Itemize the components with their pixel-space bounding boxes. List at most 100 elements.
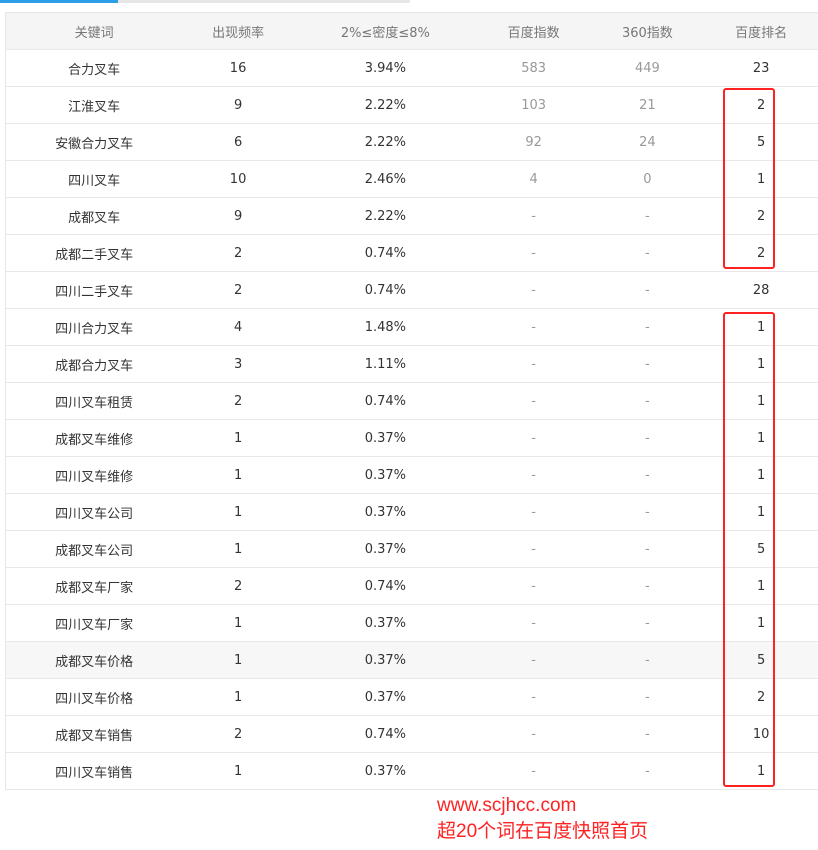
frequency-cell: 4	[182, 309, 294, 346]
frequency-cell: 1	[182, 494, 294, 531]
frequency-cell: 2	[182, 235, 294, 272]
frequency-cell: 2	[182, 383, 294, 420]
360-index-cell: -	[591, 235, 705, 272]
frequency-cell: 2	[182, 716, 294, 753]
column-header[interactable]: 百度排名	[704, 13, 818, 50]
keyword-cell: 合力叉车	[6, 50, 183, 87]
360-index-cell: 24	[591, 124, 705, 161]
360-index-cell: -	[591, 605, 705, 642]
baidu-index-cell: -	[477, 531, 591, 568]
highlight-box	[723, 88, 775, 269]
frequency-cell: 1	[182, 679, 294, 716]
360-index-cell: -	[591, 531, 705, 568]
column-header[interactable]: 关键词	[6, 13, 183, 50]
frequency-cell: 16	[182, 50, 294, 87]
frequency-cell: 6	[182, 124, 294, 161]
360-index-cell: -	[591, 383, 705, 420]
360-index-cell: -	[591, 716, 705, 753]
density-cell: 0.74%	[294, 716, 477, 753]
360-index-cell: 0	[591, 161, 705, 198]
baidu-index-cell: -	[477, 346, 591, 383]
density-cell: 0.37%	[294, 420, 477, 457]
overlay-caption: 超20个词在百度快照首页	[437, 820, 648, 844]
keyword-cell: 安徽合力叉车	[6, 124, 183, 161]
360-index-cell: 21	[591, 87, 705, 124]
density-cell: 0.37%	[294, 531, 477, 568]
360-index-cell: -	[591, 568, 705, 605]
baidu-index-cell: -	[477, 679, 591, 716]
frequency-cell: 1	[182, 642, 294, 679]
column-header[interactable]: 出现频率	[182, 13, 294, 50]
density-cell: 0.37%	[294, 753, 477, 790]
frequency-cell: 3	[182, 346, 294, 383]
density-cell: 2.22%	[294, 124, 477, 161]
keyword-cell: 四川叉车租赁	[6, 383, 183, 420]
baidu-index-cell: -	[477, 235, 591, 272]
keyword-cell: 四川叉车价格	[6, 679, 183, 716]
baidu-rank-cell: 28	[704, 272, 818, 309]
baidu-index-cell: -	[477, 753, 591, 790]
baidu-index-cell: -	[477, 568, 591, 605]
density-cell: 0.37%	[294, 642, 477, 679]
baidu-index-cell: 92	[477, 124, 591, 161]
keyword-cell: 四川叉车销售	[6, 753, 183, 790]
360-index-cell: -	[591, 494, 705, 531]
density-cell: 0.74%	[294, 383, 477, 420]
frequency-cell: 2	[182, 568, 294, 605]
baidu-rank-cell: 23	[704, 50, 818, 87]
baidu-index-cell: 4	[477, 161, 591, 198]
column-header[interactable]: 百度指数	[477, 13, 591, 50]
density-cell: 0.37%	[294, 679, 477, 716]
360-index-cell: -	[591, 642, 705, 679]
density-cell: 0.74%	[294, 568, 477, 605]
density-cell: 0.37%	[294, 494, 477, 531]
active-tab-indicator[interactable]	[0, 0, 118, 3]
frequency-cell: 1	[182, 531, 294, 568]
overlay-url: www.scjhcc.com	[437, 794, 576, 818]
column-header[interactable]: 2%≤密度≤8%	[294, 13, 477, 50]
360-index-cell: -	[591, 457, 705, 494]
frequency-cell: 1	[182, 605, 294, 642]
frequency-cell: 2	[182, 272, 294, 309]
360-index-cell: -	[591, 272, 705, 309]
keyword-cell: 四川叉车厂家	[6, 605, 183, 642]
density-cell: 1.11%	[294, 346, 477, 383]
360-index-cell: 449	[591, 50, 705, 87]
highlight-box	[723, 312, 775, 787]
density-cell: 0.37%	[294, 457, 477, 494]
keyword-cell: 成都叉车销售	[6, 716, 183, 753]
keyword-cell: 成都二手叉车	[6, 235, 183, 272]
keyword-cell: 四川二手叉车	[6, 272, 183, 309]
keyword-cell: 江淮叉车	[6, 87, 183, 124]
keyword-cell: 成都叉车	[6, 198, 183, 235]
baidu-index-cell: -	[477, 272, 591, 309]
column-header[interactable]: 360指数	[591, 13, 705, 50]
density-cell: 0.74%	[294, 272, 477, 309]
keyword-cell: 成都叉车厂家	[6, 568, 183, 605]
baidu-index-cell: -	[477, 716, 591, 753]
baidu-index-cell: -	[477, 605, 591, 642]
frequency-cell: 1	[182, 457, 294, 494]
keyword-cell: 成都叉车维修	[6, 420, 183, 457]
baidu-index-cell: -	[477, 642, 591, 679]
baidu-index-cell: 103	[477, 87, 591, 124]
keyword-cell: 成都合力叉车	[6, 346, 183, 383]
tab-bar	[0, 0, 410, 3]
keyword-cell: 四川叉车	[6, 161, 183, 198]
baidu-index-cell: -	[477, 198, 591, 235]
